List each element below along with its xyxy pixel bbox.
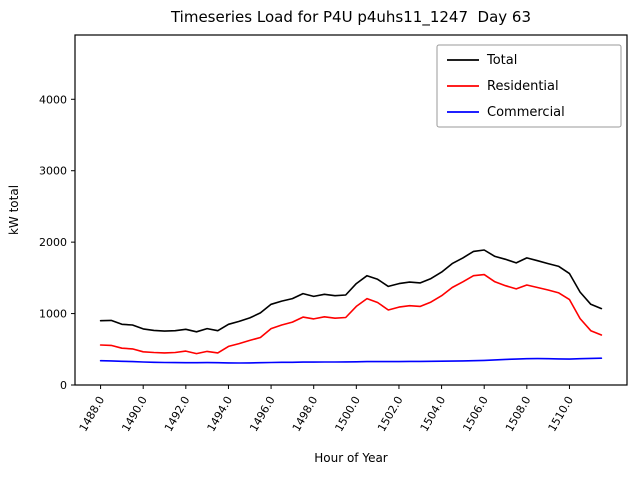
y-axis-label: kW total [7, 185, 21, 235]
series-line-residential [99, 273, 603, 355]
y-tick-label: 4000 [39, 93, 67, 106]
x-tick-label: 1500.0 [332, 394, 363, 434]
y-tick-label: 0 [60, 379, 67, 392]
series-line-total [99, 249, 603, 333]
y-tick-label: 2000 [39, 236, 67, 249]
x-tick-label: 1498.0 [290, 394, 321, 434]
x-tick-label: 1490.0 [119, 394, 150, 434]
x-tick-label: 1506.0 [460, 394, 491, 434]
y-tick-label: 1000 [39, 308, 67, 321]
x-tick-label: 1502.0 [375, 394, 406, 434]
legend-label: Commercial [487, 105, 565, 120]
legend-label: Total [486, 53, 517, 68]
x-tick-label: 1492.0 [162, 394, 193, 434]
legend-label: Residential [487, 79, 559, 94]
series-line-commercial [99, 357, 603, 364]
y-tick-label: 3000 [39, 165, 67, 178]
legend-box [436, 44, 622, 128]
x-tick-label: 1488.0 [77, 394, 108, 434]
x-tick-label: 1510.0 [546, 394, 577, 434]
x-axis-label: Hour of Year [314, 451, 388, 465]
chart-title: Timeseries Load for P4U p4uhs11_1247 Day… [170, 8, 531, 27]
x-tick-label: 1504.0 [418, 394, 449, 434]
axes-frame [74, 34, 628, 386]
x-tick-label: 1508.0 [503, 394, 534, 434]
x-tick-label: 1496.0 [247, 394, 278, 434]
x-tick-label: 1494.0 [205, 394, 236, 434]
